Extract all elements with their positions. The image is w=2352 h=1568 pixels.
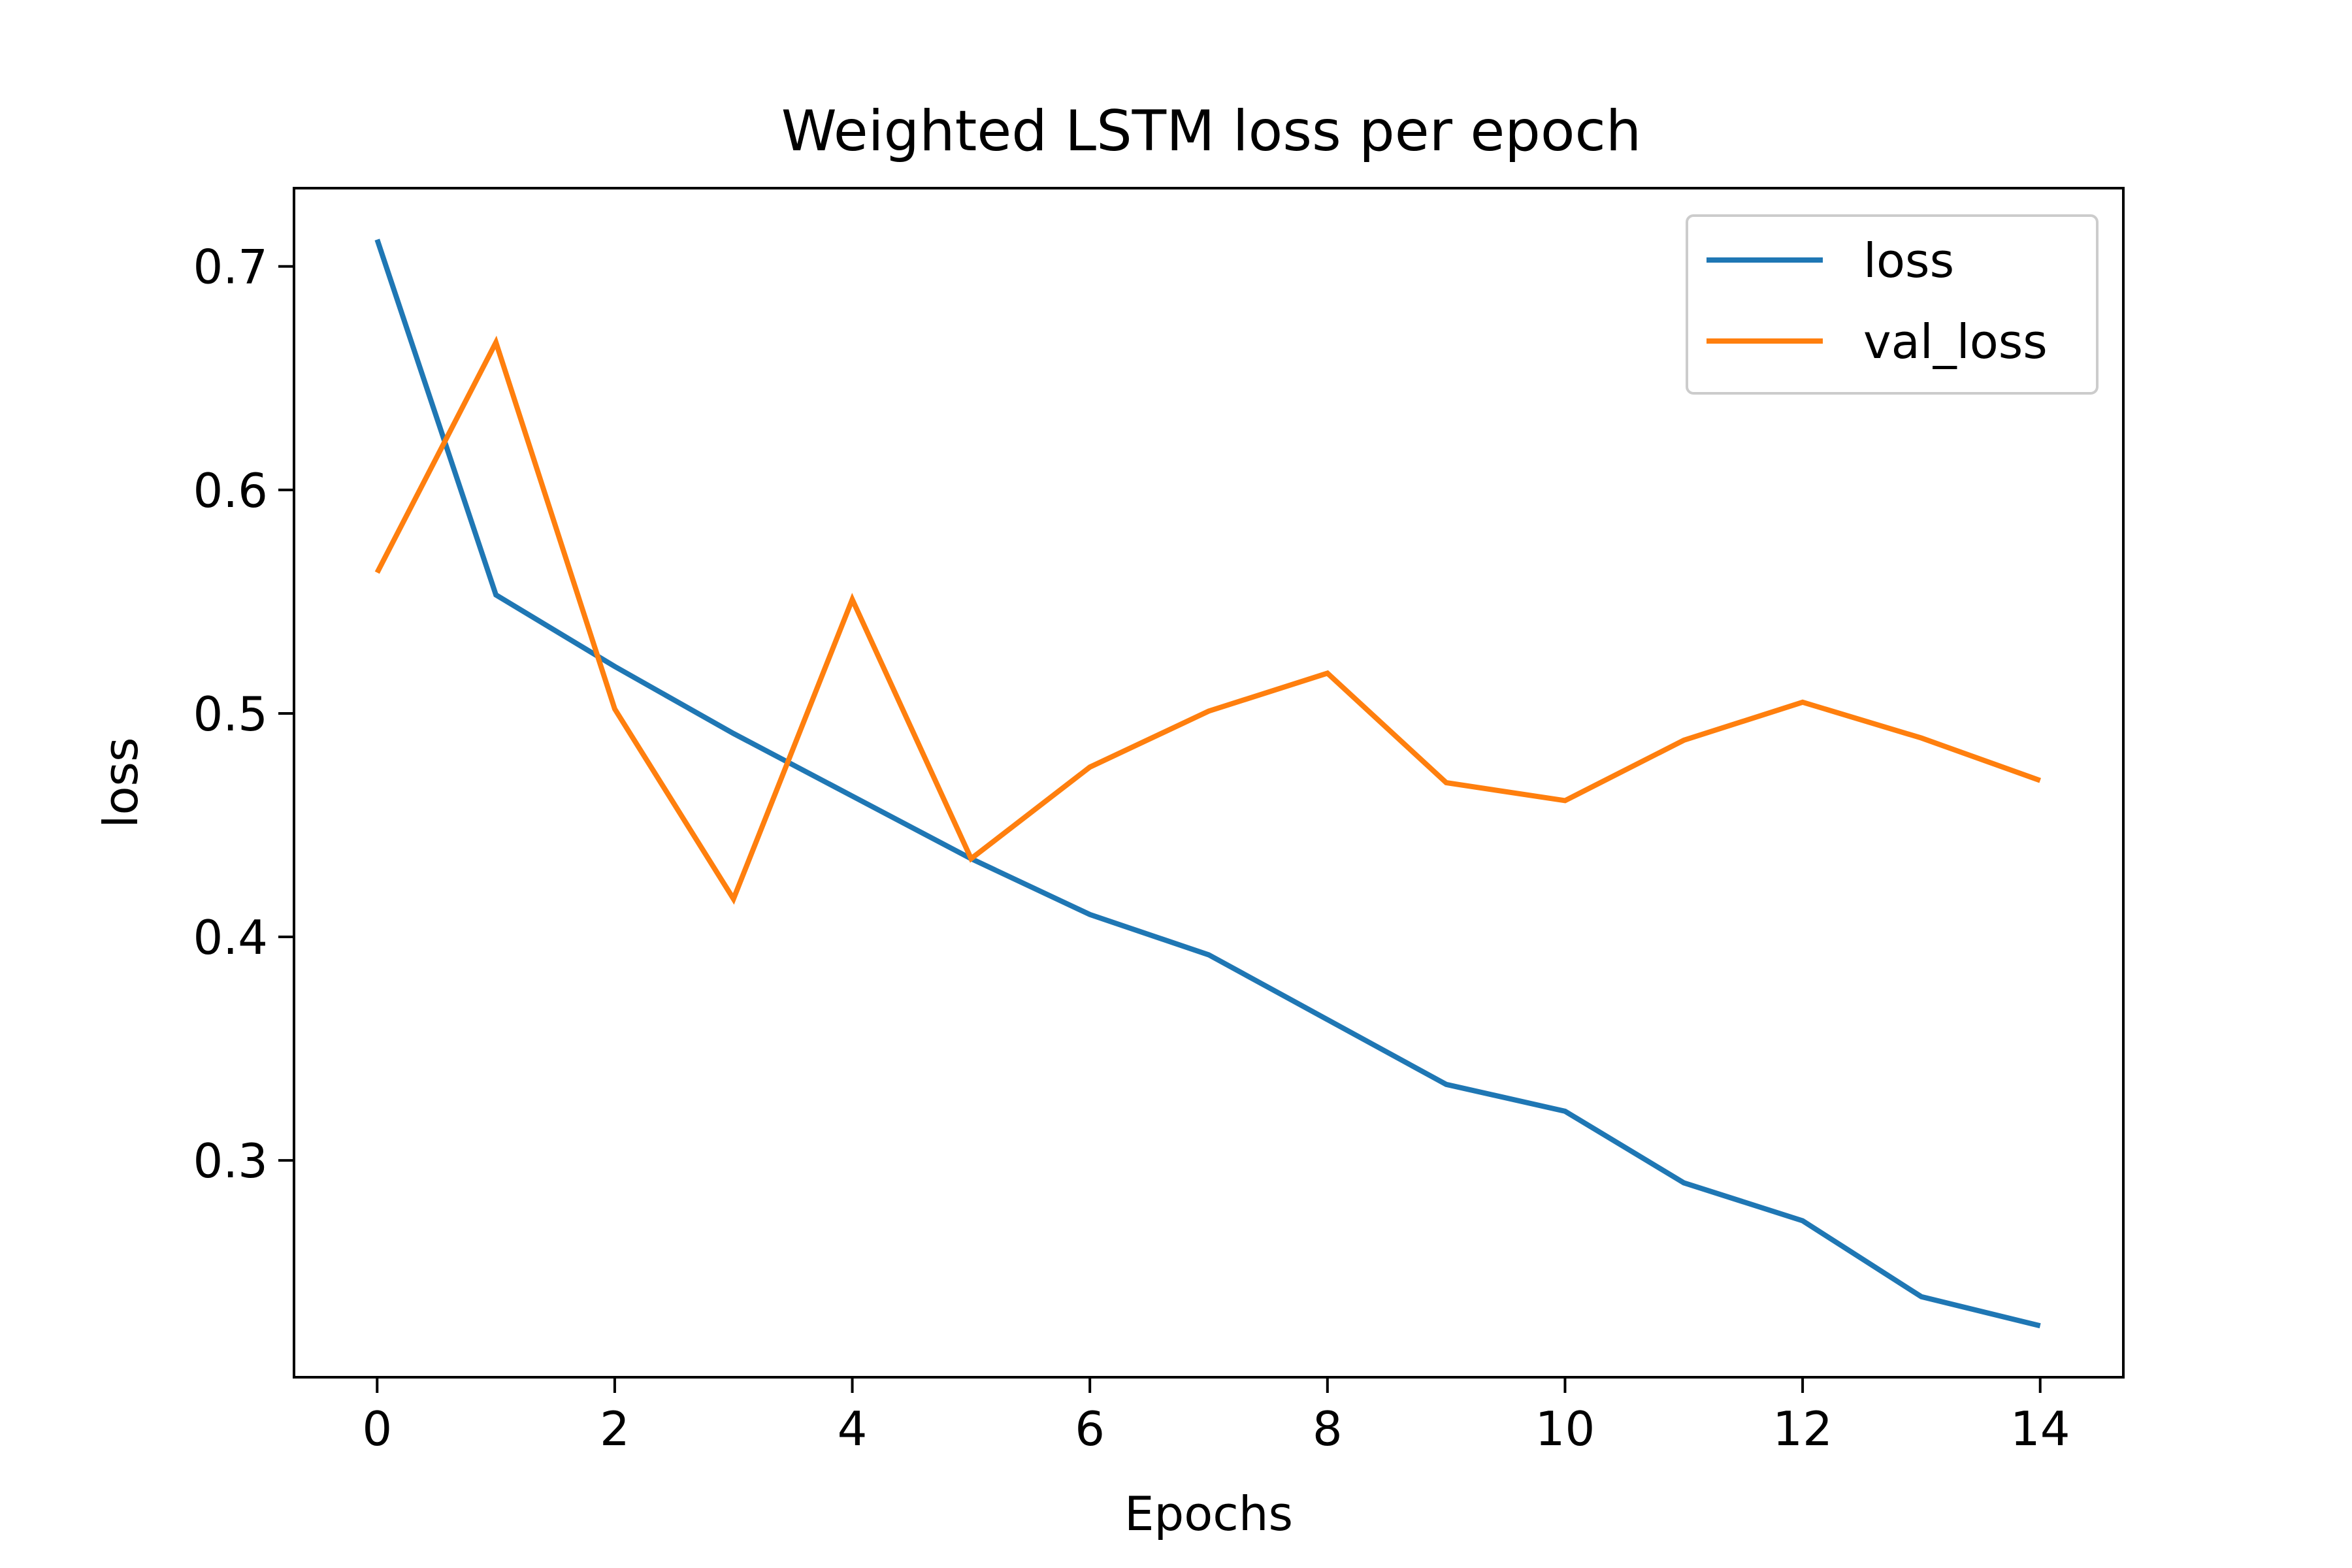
x-tick-label: 0 xyxy=(362,1401,392,1456)
y-tick-label: 0.5 xyxy=(193,687,268,742)
y-tick-label: 0.6 xyxy=(193,463,268,518)
y-tick-label: 0.3 xyxy=(193,1134,268,1188)
y-tick-label: 0.4 xyxy=(193,910,268,965)
x-axis-label: Epochs xyxy=(1124,1486,1293,1541)
legend: loss val_loss xyxy=(1686,214,2099,395)
y-axis-label: loss xyxy=(93,737,148,828)
series-line-loss xyxy=(374,238,2041,1329)
x-tick-label: 14 xyxy=(2010,1401,2070,1456)
x-tick-label: 12 xyxy=(1772,1401,1833,1456)
legend-label-val-loss: val_loss xyxy=(1863,314,2048,369)
plot-frame xyxy=(293,187,2125,1379)
ticks-layer: 0 2 4 6 8 10 12 14 0.3 0.4 0.5 0.6 0.7 xyxy=(193,240,2070,1456)
x-tick-label: 2 xyxy=(600,1401,630,1456)
y-tick-label: 0.7 xyxy=(193,240,268,295)
legend-label-loss: loss xyxy=(1863,233,1954,288)
x-tick-label: 6 xyxy=(1075,1401,1105,1456)
x-tick-label: 10 xyxy=(1535,1401,1595,1456)
chart-title: Weighted LSTM loss per epoch xyxy=(781,99,1642,164)
series-line-val-loss xyxy=(374,335,2042,905)
x-tick-label: 4 xyxy=(838,1401,868,1456)
plot-layer xyxy=(374,238,2042,1329)
x-tick-label: 8 xyxy=(1313,1401,1343,1456)
